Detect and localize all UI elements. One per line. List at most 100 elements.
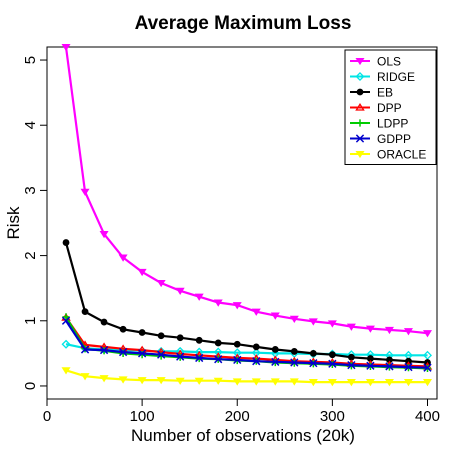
data-point-eb <box>252 343 260 351</box>
data-point-oracle <box>289 378 299 386</box>
data-point-oracle <box>99 375 109 383</box>
data-point-eb <box>138 329 146 336</box>
legend-marker-ridge <box>355 71 365 82</box>
data-point-ols <box>365 325 375 333</box>
y-axis-label: Risk <box>4 206 23 240</box>
legend-label-eb: EB <box>377 86 393 100</box>
data-point-ols <box>232 302 242 310</box>
data-point-ols <box>80 188 90 196</box>
data-point-eb <box>62 239 70 246</box>
data-point-ols <box>213 299 223 307</box>
y-tick-label: 5 <box>22 56 39 64</box>
legend-label-gdpp: GDPP <box>377 132 411 146</box>
legend-marker-dpp <box>355 103 365 111</box>
series-ldpp <box>62 313 432 372</box>
legend-marker-gdpp <box>355 134 365 143</box>
data-point-eb <box>271 346 279 353</box>
data-point-ridge <box>422 350 433 360</box>
series-gdpp <box>61 316 432 372</box>
data-point-oracle <box>251 378 261 386</box>
data-point-eb <box>328 351 336 359</box>
legend-label-ridge: RIDGE <box>377 70 415 84</box>
legend-marker-ldpp <box>356 119 364 127</box>
data-point-ols <box>403 328 413 336</box>
data-point-gdpp <box>366 361 375 370</box>
data-point-gdpp <box>404 362 413 372</box>
data-point-ols <box>308 318 318 326</box>
data-point-gdpp <box>233 355 242 365</box>
data-point-eb <box>157 332 165 340</box>
data-point-ols <box>270 312 280 320</box>
data-point-oracle <box>80 373 90 381</box>
data-point-ols <box>99 231 109 239</box>
x-tick-label: 300 <box>320 408 345 425</box>
data-point-oracle <box>232 378 242 386</box>
data-point-gdpp <box>80 345 90 354</box>
plot-frame <box>46 46 438 400</box>
data-point-ols <box>118 254 128 262</box>
data-point-ridge <box>61 339 71 349</box>
data-point-gdpp <box>195 353 204 363</box>
data-point-oracle <box>156 377 166 385</box>
data-point-ols <box>251 308 261 316</box>
y-axis: 0 1 2 3 4 5 <box>22 56 47 390</box>
data-point-oracle <box>194 377 204 385</box>
data-point-ols <box>346 323 356 331</box>
data-point-gdpp <box>271 357 280 366</box>
data-point-oracle <box>308 379 318 387</box>
data-point-oracle <box>175 377 185 385</box>
data-point-gdpp <box>423 363 432 372</box>
data-point-ols <box>194 293 204 301</box>
data-point-oracle <box>137 377 147 385</box>
data-point-ldpp <box>119 349 127 357</box>
series-line-gdpp <box>65 320 428 369</box>
data-point-oracle <box>384 379 394 387</box>
data-point-gdpp <box>252 357 261 366</box>
data-point-ldpp <box>62 313 70 321</box>
legend-label-dpp: DPP <box>377 101 402 115</box>
x-tick-label: 100 <box>130 408 155 425</box>
data-point-ols <box>289 315 299 324</box>
series-line-oracle <box>65 369 428 384</box>
data-point-eb <box>81 308 89 316</box>
data-point-ldpp <box>138 351 146 359</box>
data-point-oracle <box>61 367 71 375</box>
data-point-gdpp <box>290 358 299 367</box>
y-tick-label: 3 <box>22 186 39 194</box>
x-axis-label: Number of observations (20k) <box>131 426 355 445</box>
legend-label-ldpp: LDPP <box>377 117 408 131</box>
legend-marker-ols <box>355 57 365 66</box>
data-point-gdpp <box>309 359 318 368</box>
data-point-gdpp <box>137 349 147 358</box>
series-ols <box>61 43 432 338</box>
data-point-oracle <box>365 379 375 387</box>
series-ridge <box>61 339 433 360</box>
data-point-gdpp <box>176 352 185 361</box>
data-point-oracle <box>213 377 223 385</box>
data-point-oracle <box>118 376 128 384</box>
y-tick-label: 4 <box>22 121 39 129</box>
data-point-oracle <box>403 379 413 387</box>
x-tick-label: 200 <box>225 408 250 425</box>
data-point-eb <box>176 334 184 342</box>
data-point-gdpp <box>61 316 71 325</box>
y-tick-label: 1 <box>22 317 39 325</box>
data-point-gdpp <box>118 347 128 357</box>
data-point-oracle <box>327 379 337 387</box>
series-line-eb <box>64 242 428 364</box>
data-point-ols <box>137 268 147 277</box>
data-point-ols <box>384 326 394 335</box>
legend-marker-oracle <box>355 150 365 159</box>
series-layer <box>61 43 433 387</box>
x-axis: 0 100 200 300 400 <box>43 399 440 425</box>
data-point-oracle <box>346 379 356 387</box>
series-line-ols <box>64 46 428 335</box>
legend-label-oracle: ORACLE <box>377 148 426 162</box>
x-tick-label: 400 <box>415 408 440 425</box>
data-point-gdpp <box>385 362 394 371</box>
series-oracle <box>61 367 432 387</box>
x-tick-label: 0 <box>43 408 51 425</box>
data-point-gdpp <box>214 355 223 364</box>
data-point-ols <box>422 330 432 338</box>
